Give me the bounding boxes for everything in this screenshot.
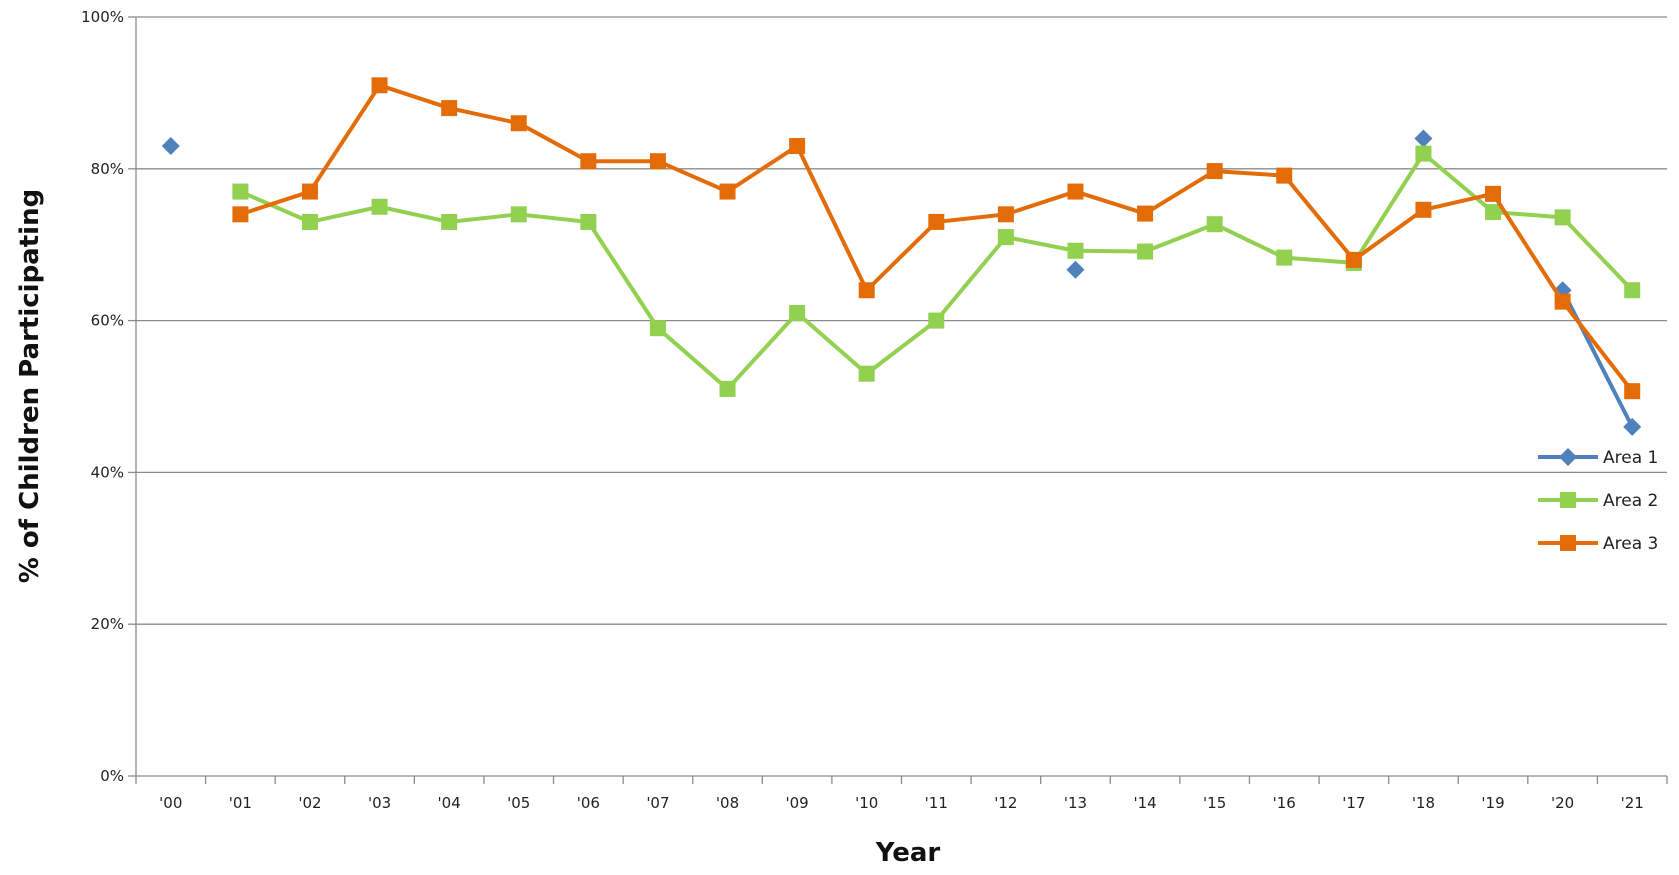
series-area-1 [161,129,1642,436]
x-tick-label: '17 [1342,794,1365,812]
data-point [649,153,666,170]
data-point [301,213,318,230]
data-point [1206,163,1223,180]
y-tick-label: 100% [81,8,124,26]
legend-item: Area 1 [1538,448,1658,468]
series-layer [161,77,1642,436]
series-line [239,151,1634,391]
series-line [1560,289,1634,428]
x-tick-label: '07 [646,794,669,812]
y-axis-title: % of Children Participating [15,189,45,583]
x-tick-label: '15 [1203,794,1226,812]
data-point [1554,293,1571,310]
x-tick-label: '16 [1273,794,1296,812]
x-axis-title: Year [875,838,941,868]
legend-marker [1560,535,1576,551]
data-point [1554,209,1571,226]
data-point [1415,145,1432,162]
y-tick-label: 40% [91,463,124,481]
legend: Area 1 Area 2 Area 3 [1538,448,1658,554]
data-point [441,100,458,117]
data-point [789,138,806,155]
data-point [649,320,666,337]
data-point [1067,242,1084,259]
data-point [1415,201,1432,218]
x-tick-label: '21 [1621,794,1644,812]
x-tick-label: '10 [855,794,878,812]
data-point [510,206,527,223]
data-point [789,305,806,322]
series-area-3 [232,77,1641,400]
x-tick-label: '04 [438,794,461,812]
data-point [441,213,458,230]
x-tick-label: '00 [159,794,182,812]
data-point [1414,129,1433,148]
x-tick-label: '14 [1133,794,1156,812]
data-point [719,380,736,397]
data-point [1137,243,1154,260]
data-point [858,282,875,299]
data-point [1624,383,1641,400]
x-tick-label: '11 [925,794,948,812]
data-point [161,137,180,156]
series-area-2 [232,145,1641,397]
data-point [719,183,736,200]
x-tick-label: '01 [229,794,252,812]
axes: 0% 20% 40% 60% 80% 100% '00 '01 '02 '03 '04 '05 '06 '… [81,8,1668,812]
data-point [1276,249,1293,266]
x-tick-label: '18 [1412,794,1435,812]
y-tick-label: 80% [91,160,124,178]
data-point [1345,251,1362,268]
y-tick-label: 20% [91,615,124,633]
data-point [1137,205,1154,222]
data-point [1206,216,1223,233]
legend-marker [1559,448,1577,466]
legend-label: Area 3 [1603,534,1658,554]
data-point [928,213,945,230]
data-point [580,213,597,230]
x-tick-label: '13 [1064,794,1087,812]
data-point [1485,204,1502,221]
data-point [1066,260,1085,279]
x-tick-label: '08 [716,794,739,812]
data-point [232,183,249,200]
x-tick-label: '03 [368,794,391,812]
data-point [510,115,527,132]
y-tick-label: 60% [91,312,124,330]
data-point [1485,185,1502,202]
legend-item: Area 3 [1538,534,1658,554]
data-point [997,206,1014,223]
data-point [371,77,388,94]
legend-label: Area 2 [1603,491,1658,511]
x-tick-label: '05 [507,794,530,812]
x-tick-label: '19 [1481,794,1504,812]
legend-marker [1560,492,1576,508]
data-point [1623,417,1642,436]
data-point [232,206,249,223]
data-point [997,229,1014,246]
x-tick-label: '09 [786,794,809,812]
x-tick-label: '20 [1551,794,1574,812]
legend-item: Area 2 [1538,491,1658,511]
x-tick-label: '12 [994,794,1017,812]
data-point [858,365,875,382]
legend-label: Area 1 [1603,448,1658,468]
data-point [1624,282,1641,299]
data-point [371,198,388,215]
data-point [580,153,597,170]
x-tick-label: '02 [298,794,321,812]
y-tick-label: 0% [100,767,124,785]
data-point [1067,183,1084,200]
data-point [301,183,318,200]
data-point [1276,167,1293,184]
x-tick-label: '06 [577,794,600,812]
data-point [928,312,945,329]
